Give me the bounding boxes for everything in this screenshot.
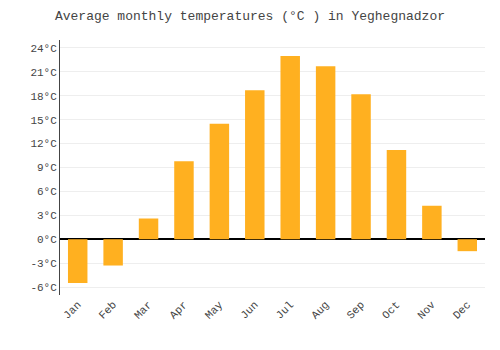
svg-text:Jun: Jun xyxy=(238,299,260,321)
svg-text:Aug: Aug xyxy=(309,299,331,321)
svg-text:0°C: 0°C xyxy=(37,234,57,246)
svg-text:Jul: Jul xyxy=(274,299,296,321)
svg-text:24°C: 24°C xyxy=(30,43,57,55)
svg-text:May: May xyxy=(203,299,226,322)
svg-text:-6°C: -6°C xyxy=(30,282,57,294)
svg-text:Average monthly temperatures (: Average monthly temperatures (°C ) in Ye… xyxy=(55,9,445,24)
svg-text:18°C: 18°C xyxy=(30,91,57,103)
svg-text:Apr: Apr xyxy=(167,299,189,321)
svg-text:15°C: 15°C xyxy=(30,115,57,127)
svg-text:Nov: Nov xyxy=(415,299,438,322)
svg-text:Mar: Mar xyxy=(132,299,154,321)
svg-text:3°C: 3°C xyxy=(37,210,57,222)
svg-text:6°C: 6°C xyxy=(37,186,57,198)
svg-text:21°C: 21°C xyxy=(30,67,57,79)
svg-text:Feb: Feb xyxy=(97,299,119,321)
svg-text:Jan: Jan xyxy=(61,299,83,321)
svg-text:12°C: 12°C xyxy=(30,138,57,150)
svg-text:Dec: Dec xyxy=(451,299,473,321)
svg-text:Oct: Oct xyxy=(380,299,402,321)
svg-text:-3°C: -3°C xyxy=(30,258,57,270)
svg-text:9°C: 9°C xyxy=(37,162,57,174)
svg-text:Sep: Sep xyxy=(345,299,367,321)
